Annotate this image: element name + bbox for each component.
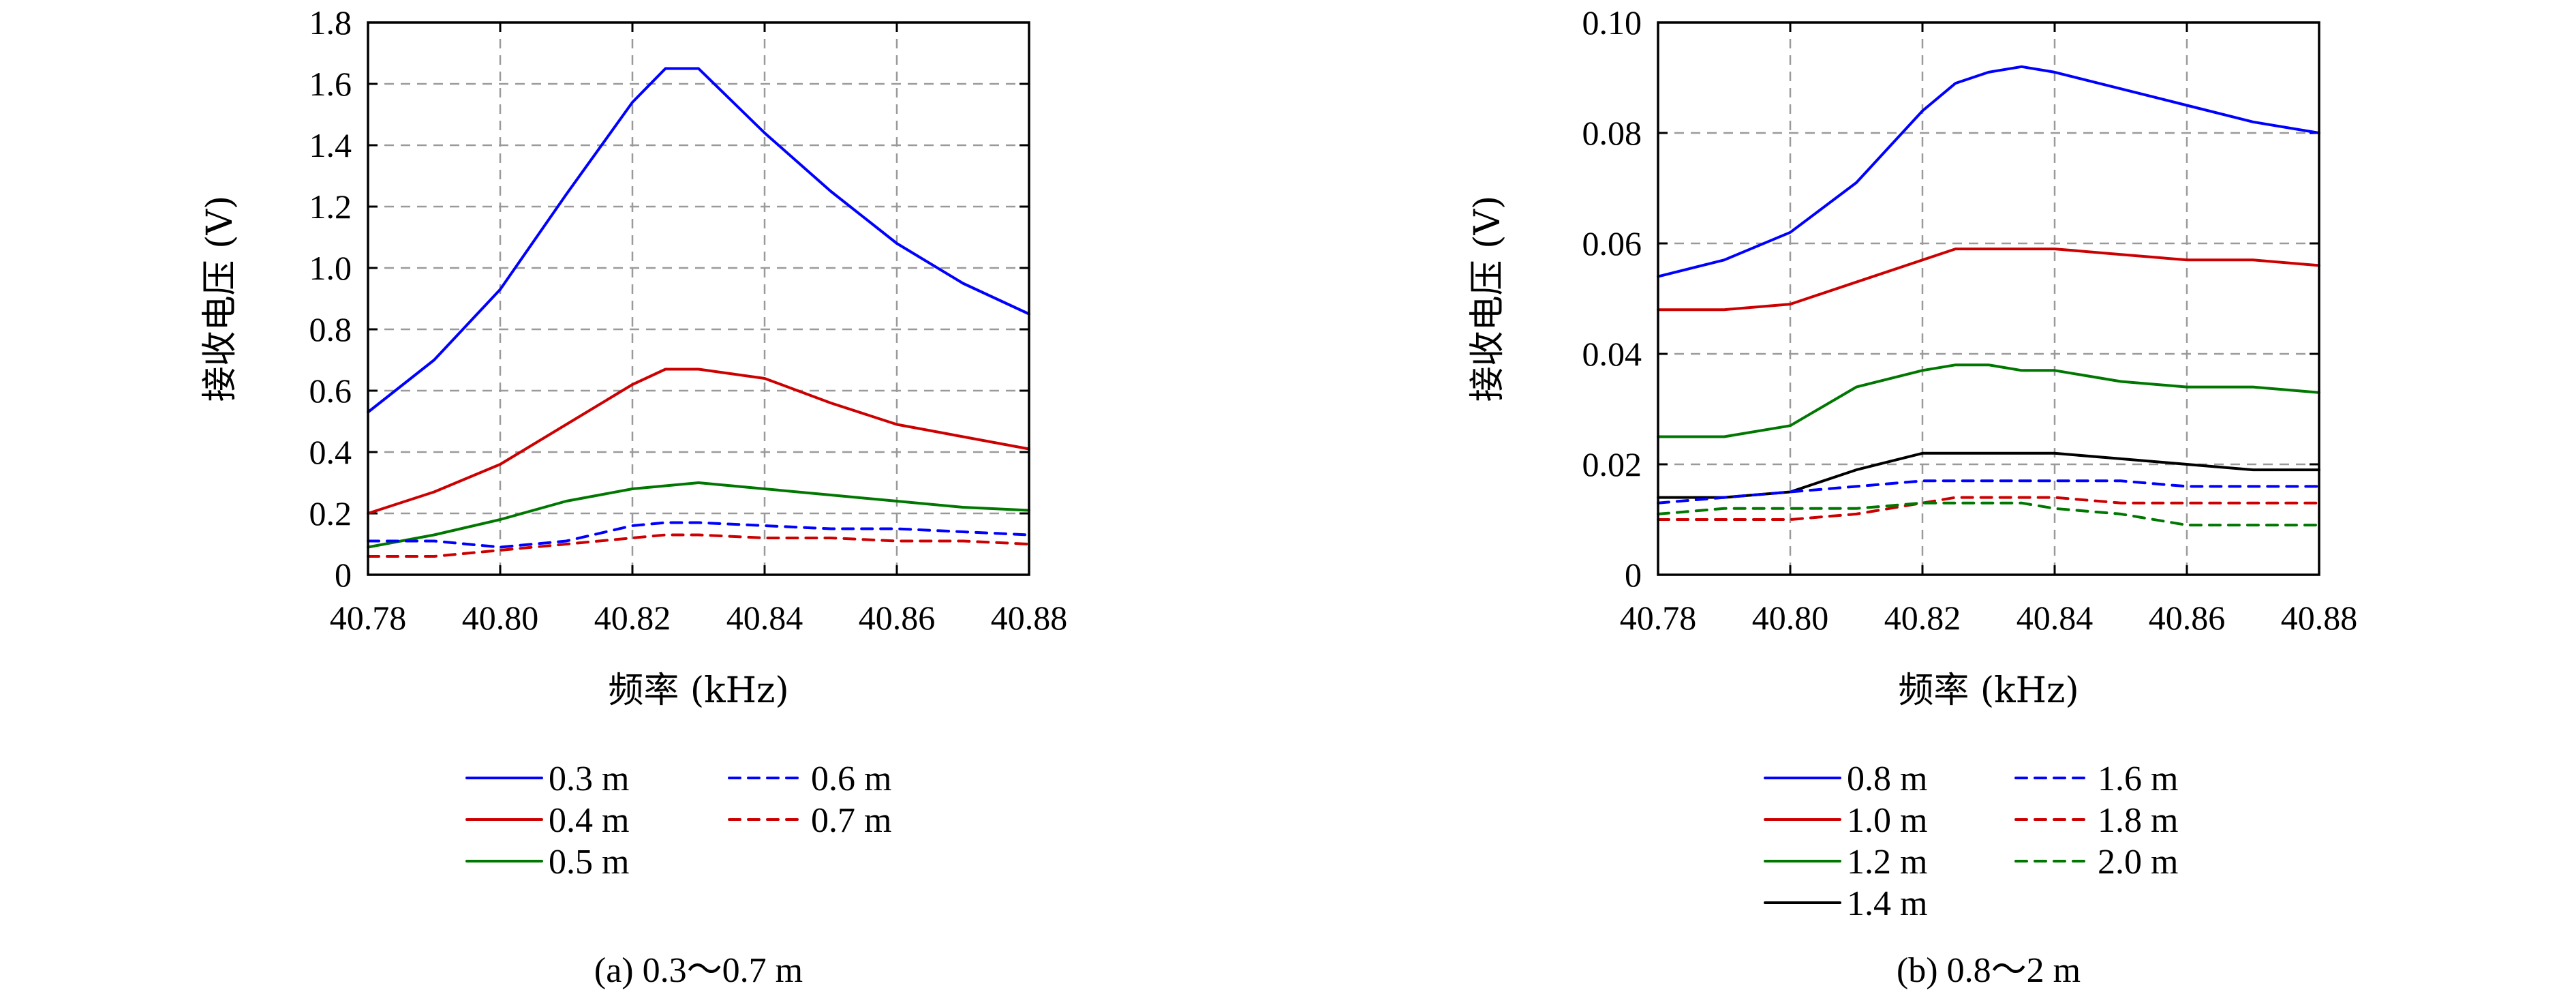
series-line [1657, 479, 2320, 505]
legend-label: 0.7 m [811, 801, 891, 840]
series-line [367, 533, 1030, 558]
y-tick-label: 1.8 [309, 3, 352, 42]
series-line [367, 481, 1030, 549]
legend-label: 1.8 m [2098, 801, 2178, 840]
y-axis-title: 接收电压 (V) [200, 196, 241, 402]
y-tick-label: 0.04 [1582, 335, 1642, 373]
x-tick-label: 40.80 [462, 599, 539, 637]
series-line [1657, 451, 2320, 499]
y-axis-title: 接收电压 (V) [1467, 196, 1508, 402]
x-tick-label: 40.84 [726, 599, 803, 637]
y-tick-label: 0.8 [309, 310, 352, 348]
legend-label: 1.4 m [1847, 884, 1927, 923]
series-line [1657, 65, 2320, 278]
legend-label: 1.2 m [1847, 843, 1927, 882]
y-tick-label: 0 [1625, 556, 1642, 594]
legend-label: 0.4 m [549, 801, 629, 840]
legend-label: 0.5 m [549, 843, 629, 882]
panel-a: 40.78 40.80 40.82 40.84 40.86 40.88 0 0.2 0.4 0.6… [200, 3, 1067, 990]
y-tick-label: 0.08 [1582, 114, 1642, 152]
x-tick-label: 40.88 [991, 599, 1068, 637]
legend-label: 0.3 m [549, 760, 629, 798]
y-tick-label: 0.2 [309, 494, 352, 532]
x-tick-label: 40.84 [2017, 599, 2094, 637]
y-tick-label: 0.10 [1582, 3, 1642, 42]
x-tick-label: 40.86 [2149, 599, 2226, 637]
series-line [1657, 496, 2320, 521]
y-tick-label: 1.4 [309, 126, 352, 164]
x-tick-label: 40.80 [1752, 599, 1829, 637]
panel-caption: (a) 0.3～0.7 m [594, 951, 803, 990]
series-line [1657, 501, 2320, 527]
x-tick-label: 40.82 [594, 599, 671, 637]
plot-frame [1657, 21, 2320, 576]
legend-label: 1.6 m [2098, 760, 2178, 798]
y-tick-label: 0.06 [1582, 224, 1642, 262]
legend-label: 2.0 m [2098, 843, 2178, 882]
legend-label: 0.6 m [811, 760, 891, 798]
y-tick-label: 0.02 [1582, 445, 1642, 483]
series-line [367, 67, 1030, 414]
series-line [1657, 363, 2320, 438]
x-axis-title: 频率 (kHz) [1898, 670, 2079, 711]
series-line [1657, 247, 2320, 312]
x-tick-label: 40.82 [1884, 599, 1961, 637]
x-tick-label: 40.88 [2281, 599, 2358, 637]
panel-caption: (b) 0.8～2 m [1897, 951, 2081, 990]
y-tick-label: 1.6 [309, 65, 352, 103]
legend-label: 0.8 m [1847, 760, 1927, 798]
series-line [367, 521, 1030, 549]
y-tick-label: 1.0 [309, 249, 352, 287]
legend-label: 1.0 m [1847, 801, 1927, 840]
series-line [367, 368, 1030, 515]
x-tick-label: 40.78 [330, 599, 407, 637]
x-axis-title: 频率 (kHz) [608, 670, 788, 711]
plot-frame [367, 21, 1030, 576]
panel-b: 40.78 40.80 40.82 40.84 40.86 40.88 0 0.02 0.04 0… [1467, 3, 2357, 990]
y-tick-label: 0.6 [309, 372, 352, 410]
y-tick-label: 0.4 [309, 433, 352, 471]
y-tick-label: 1.2 [309, 188, 352, 226]
x-tick-label: 40.78 [1620, 599, 1697, 637]
y-tick-label: 0 [335, 556, 352, 594]
x-tick-label: 40.86 [859, 599, 936, 637]
